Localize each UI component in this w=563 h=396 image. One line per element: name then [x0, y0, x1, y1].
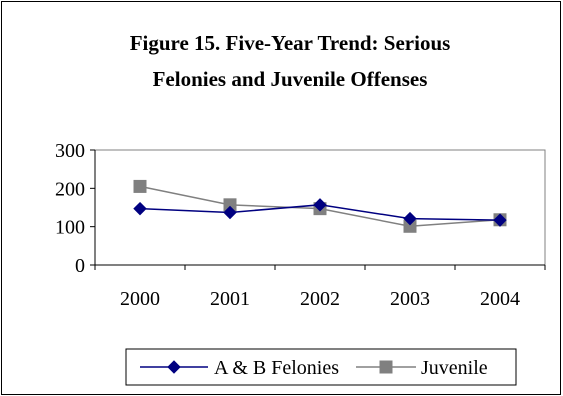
- series-point-square: [133, 179, 147, 193]
- series-point-diamond: [403, 211, 417, 226]
- chart-title-line-1: Figure 15. Five-Year Trend: Serious: [130, 31, 451, 55]
- y-tick-label: 100: [55, 217, 85, 239]
- chart-title-line-2: Felonies and Juvenile Offenses: [153, 67, 428, 91]
- y-tick-label: 0: [75, 255, 85, 277]
- legend-marker-square: [379, 360, 393, 374]
- x-tick-label: 2001: [210, 288, 250, 310]
- x-tick-label: 2002: [300, 288, 340, 310]
- y-tick-label: 300: [55, 140, 85, 162]
- plot-area: 300 200 100 0 2000 2001 2002 2003 2004: [55, 140, 546, 310]
- series-point-diamond: [313, 198, 327, 212]
- legend-label-0: A & B Felonies: [214, 357, 339, 379]
- y-tick-label: 200: [55, 178, 85, 200]
- legend: A & B Felonies Juvenile: [125, 348, 517, 386]
- x-tick-label: 2003: [390, 288, 430, 310]
- legend-marker-diamond: [167, 360, 181, 374]
- x-tick-label: 2004: [480, 288, 520, 310]
- series-point-diamond: [223, 205, 237, 220]
- series-point-diamond: [133, 201, 147, 216]
- x-tick-label: 2000: [120, 288, 160, 310]
- legend-label-1: Juvenile: [421, 357, 488, 379]
- series-point-diamond: [493, 213, 507, 227]
